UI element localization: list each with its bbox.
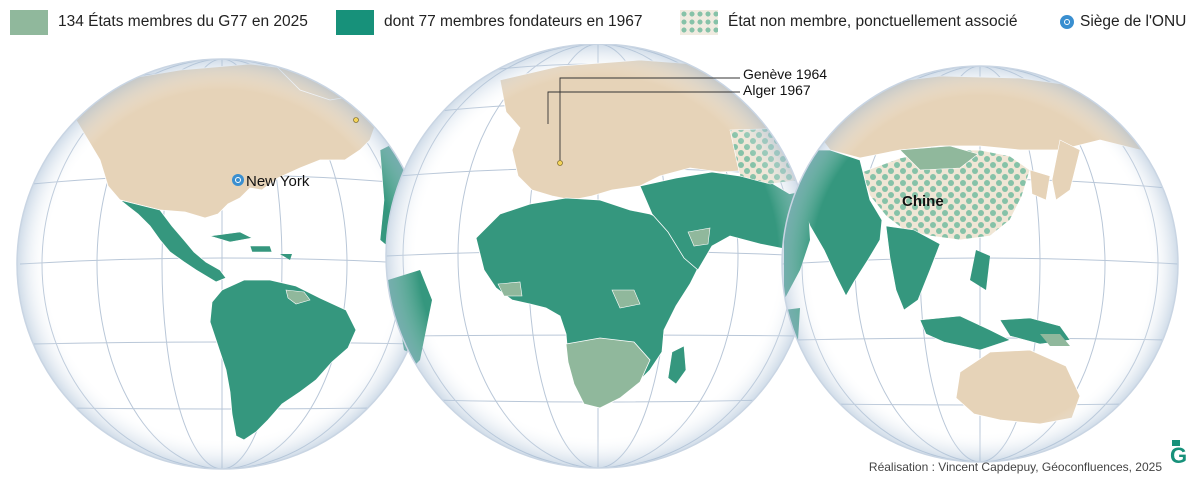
- founder-label: dont 77 membres fondateurs en 1967: [384, 13, 643, 30]
- label-new-york: New York: [246, 173, 310, 190]
- label-chine: Chine: [902, 193, 944, 210]
- globe-africa: Genève 1964 Alger 1967: [385, 44, 827, 469]
- founder-swatch: [336, 9, 374, 35]
- globe-asia: Chine: [781, 65, 1179, 463]
- associate-swatch: [680, 9, 718, 35]
- credit-text: Réalisation : Vincent Capdepuy, Géoconfl…: [868, 460, 1162, 474]
- geoconfluences-logo-icon: G: [1170, 440, 1194, 472]
- globe-africa-shade: [386, 44, 810, 468]
- un-hq-marker-inner: [235, 177, 241, 183]
- legend-item-associate: État non membre, ponctuellement associé: [680, 9, 1018, 35]
- logo-bar: [1172, 440, 1180, 446]
- geneve-callout-line: [559, 77, 740, 163]
- alger-callout-line: [547, 91, 740, 124]
- member-swatch: [10, 9, 48, 35]
- member-label: 134 États membres du G77 en 2025: [58, 13, 308, 30]
- logo-letter: G: [1170, 443, 1188, 468]
- legend: 134 États membres du G77 en 2025 dont 77…: [0, 0, 1200, 44]
- un-hq-label: Siège de l'ONU: [1080, 13, 1187, 30]
- world-map-globes: New York: [16, 44, 1179, 470]
- globe-americas-shade: [17, 59, 427, 469]
- un-hq-marker-icon: [232, 174, 244, 186]
- un-emblem-icon: [1060, 15, 1074, 29]
- marker-small: [353, 117, 359, 123]
- geneve-marker: [557, 160, 563, 166]
- label-geneve: Genève 1964: [743, 66, 827, 82]
- legend-item-member: 134 États membres du G77 en 2025: [10, 9, 308, 35]
- label-alger: Alger 1967: [743, 82, 811, 98]
- globe-asia-shade: [782, 66, 1178, 462]
- legend-item-founder: dont 77 membres fondateurs en 1967: [336, 9, 643, 35]
- legend-item-un-hq: Siège de l'ONU: [1060, 9, 1186, 35]
- globe-americas: New York: [16, 58, 428, 470]
- associate-label: État non membre, ponctuellement associé: [728, 13, 1018, 30]
- globe-asia-rim: [781, 65, 1179, 463]
